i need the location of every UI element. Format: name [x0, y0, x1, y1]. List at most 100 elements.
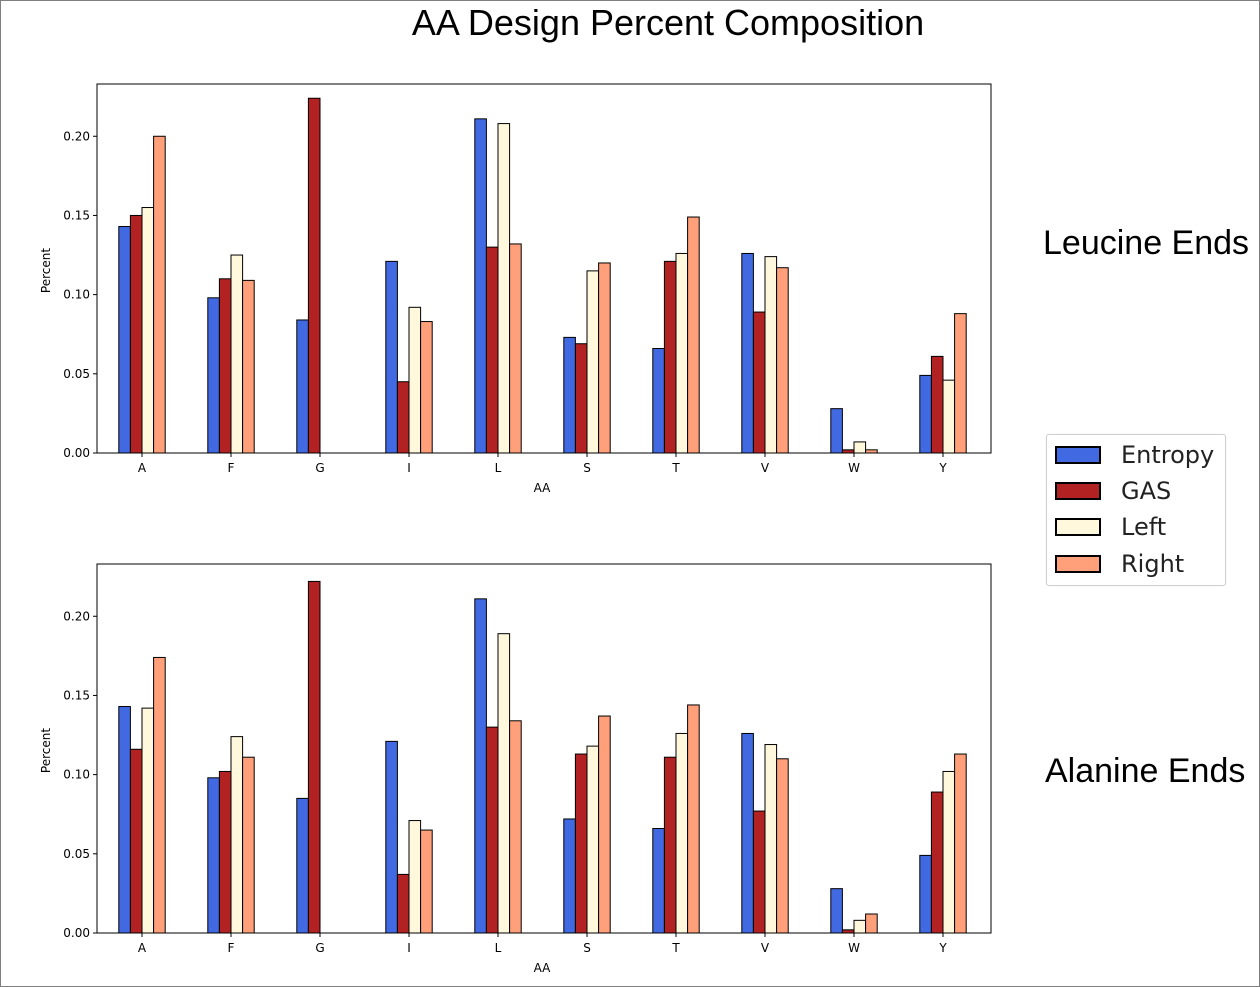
bar-entropy-f	[207, 777, 220, 934]
bar-entropy-v	[741, 252, 754, 454]
bar-gas-a	[129, 748, 143, 934]
alanine-ends-label: Alanine Ends	[1045, 752, 1246, 790]
bar-left-y	[942, 379, 956, 454]
bar-entropy-l	[474, 598, 487, 934]
legend-item-entropy: Entropy	[1055, 440, 1214, 470]
x-tick-label-a: A	[138, 461, 147, 475]
bar-gas-v	[752, 311, 766, 454]
bar-gas-t	[663, 260, 677, 454]
bar-left-l	[497, 633, 511, 934]
bar-entropy-y	[919, 854, 932, 934]
bar-entropy-i	[385, 740, 398, 934]
bar-entropy-g	[296, 797, 309, 934]
x-tick-label-v: V	[761, 461, 770, 475]
legend-label-gas: GAS	[1121, 477, 1172, 505]
bar-left-v	[764, 256, 778, 454]
bar-left-w	[853, 919, 867, 934]
y-axis-title: Percent	[39, 248, 53, 293]
legend-item-right: Right	[1055, 549, 1184, 579]
x-tick-label-l: L	[495, 461, 502, 475]
y-tick-label: 0.05	[63, 847, 90, 861]
legend-swatch-entropy	[1055, 446, 1101, 464]
bar-entropy-a	[118, 706, 131, 934]
bar-gas-s	[574, 343, 588, 454]
bar-left-f	[230, 736, 244, 934]
bar-right-y	[954, 313, 967, 454]
bar-gas-s	[574, 753, 588, 934]
bar-right-i	[420, 321, 433, 454]
x-tick-label-g: G	[315, 461, 324, 475]
plot-frame	[96, 563, 992, 934]
x-tick-label-s: S	[583, 461, 591, 475]
bar-left-s	[586, 745, 600, 934]
y-axis-title: Percent	[39, 728, 53, 773]
bar-entropy-g	[296, 319, 309, 454]
bar-right-l	[509, 243, 522, 454]
x-tick-label-t: T	[671, 461, 680, 475]
legend: Entropy GAS Left Right	[1046, 434, 1226, 586]
bar-left-y	[942, 770, 956, 934]
x-tick-label-l: L	[495, 941, 502, 955]
figure-title: AA Design Percent Composition	[411, 2, 925, 43]
bar-right-l	[509, 720, 522, 934]
bar-right-t	[687, 216, 700, 454]
chart-alanine-ends: 0.00 0.05 0.10 0.15 0.20 A F G I L S T V W Y AA Percent	[39, 563, 992, 975]
plot-frame	[96, 83, 992, 454]
bar-gas-v	[752, 810, 766, 934]
bar-gas-i	[396, 873, 410, 934]
bar-gas-t	[663, 756, 677, 934]
bar-entropy-l	[474, 118, 487, 454]
bar-left-a	[141, 707, 155, 934]
legend-item-gas: GAS	[1055, 476, 1171, 506]
bar-gas-y	[930, 791, 944, 934]
bar-entropy-w	[830, 408, 843, 454]
chart-leucine-ends: 0.00 0.05 0.10 0.15 0.20 A F G I L S T V W Y AA Percent	[39, 83, 992, 495]
x-tick-label-f: F	[228, 941, 235, 955]
bar-entropy-v	[741, 732, 754, 934]
x-tick-label-t: T	[671, 941, 680, 955]
bar-right-t	[687, 704, 700, 934]
bar-right-f	[242, 279, 255, 454]
bar-gas-a	[129, 214, 143, 454]
y-tick-label: 0.05	[63, 367, 90, 381]
x-tick-label-y: Y	[938, 461, 947, 475]
y-tick-label: 0.20	[63, 129, 90, 143]
bar-left-s	[586, 270, 600, 454]
bar-entropy-s	[563, 818, 576, 934]
y-tick-label: 0.20	[63, 609, 90, 623]
bar-left-a	[141, 207, 155, 454]
legend-swatch-right	[1055, 555, 1101, 573]
y-tick-label: 0.10	[63, 768, 90, 782]
bar-entropy-a	[118, 226, 131, 454]
bar-left-t	[675, 732, 689, 934]
legend-label-left: Left	[1121, 513, 1167, 541]
x-tick-label-s: S	[583, 941, 591, 955]
bar-right-a	[153, 135, 166, 454]
y-tick-label: 0.00	[63, 926, 90, 940]
leucine-ends-label: Leucine Ends	[1043, 224, 1250, 262]
x-tick-label-i: I	[407, 461, 411, 475]
x-tick-label-a: A	[138, 941, 147, 955]
x-tick-label-i: I	[407, 941, 411, 955]
bar-entropy-t	[652, 827, 665, 934]
bar-right-w	[865, 913, 878, 934]
legend-label-entropy: Entropy	[1121, 441, 1215, 469]
bar-right-y	[954, 753, 967, 934]
bar-right-s	[598, 262, 611, 454]
bar-left-w	[853, 441, 867, 454]
bar-right-i	[420, 829, 433, 934]
bar-left-t	[675, 252, 689, 454]
bar-left-f	[230, 254, 244, 454]
bar-entropy-w	[830, 888, 843, 934]
bar-left-i	[408, 820, 422, 934]
x-tick-label-g: G	[315, 941, 324, 955]
legend-item-left: Left	[1055, 512, 1166, 542]
legend-swatch-gas	[1055, 482, 1101, 500]
bar-left-l	[497, 123, 511, 454]
bar-entropy-t	[652, 347, 665, 454]
bar-gas-l	[485, 726, 499, 934]
x-tick-label-v: V	[761, 941, 770, 955]
y-tick-label: 0.15	[63, 208, 90, 222]
legend-swatch-left	[1055, 518, 1101, 536]
bar-entropy-f	[207, 297, 220, 454]
